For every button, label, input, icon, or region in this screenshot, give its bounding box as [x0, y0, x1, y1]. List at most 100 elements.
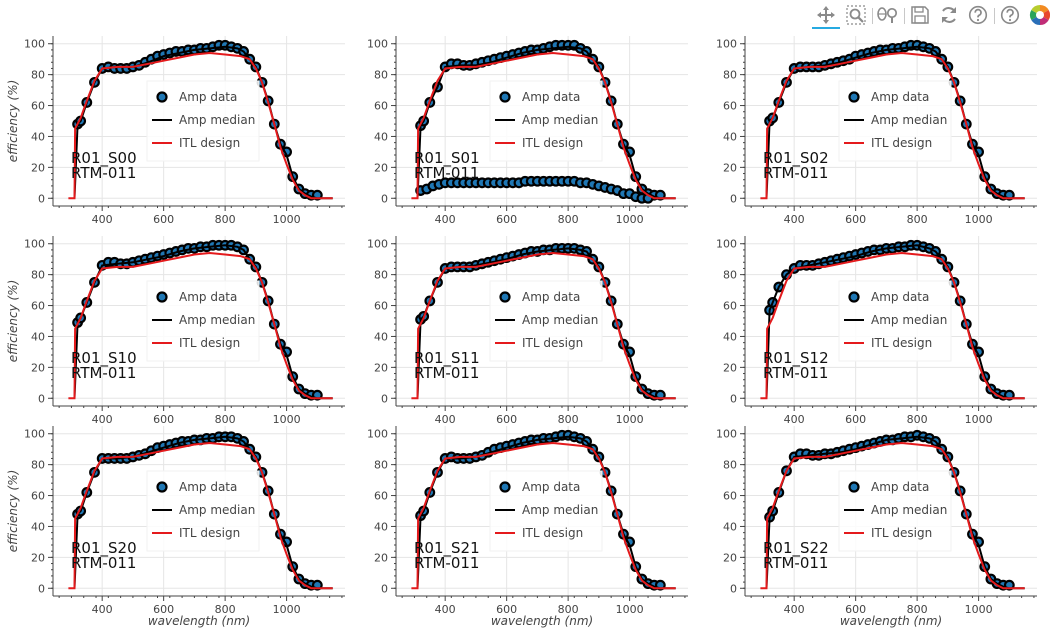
legend-label: Amp median — [522, 313, 598, 327]
x-tick-label: 800 — [558, 603, 579, 616]
panel-annotation: RTM-011 — [763, 554, 828, 572]
y-axis-title: efficiency (%) — [6, 80, 20, 163]
y-tick-label: 0 — [38, 192, 45, 205]
y-tick-label: 40 — [31, 130, 45, 143]
y-tick-label: 40 — [374, 330, 388, 343]
x-tick-label: 400 — [435, 603, 456, 616]
x-tick-label: 1000 — [616, 413, 644, 426]
legend-label: Amp median — [179, 113, 255, 127]
y-tick-label: 80 — [723, 69, 737, 82]
itl-design-line — [411, 251, 676, 400]
legend-label: Amp data — [871, 90, 929, 104]
x-tick-label: 1000 — [273, 213, 301, 226]
chart-panel-R01_S20: 400 600 800 1000 0 20 40 60 80 100 efficiency (%) w… — [6, 426, 345, 628]
x-tick-label: 400 — [435, 413, 456, 426]
y-tick-label: 0 — [730, 192, 737, 205]
y-tick-label: 40 — [723, 130, 737, 143]
y-tick-label: 100 — [367, 38, 388, 51]
y-tick-label: 0 — [730, 582, 737, 595]
itl-design-line — [411, 441, 676, 590]
x-tick-label: 600 — [845, 213, 866, 226]
y-tick-label: 80 — [374, 459, 388, 472]
y-tick-label: 100 — [716, 428, 737, 441]
x-tick-label: 800 — [215, 213, 236, 226]
help-tool[interactable] — [996, 2, 1024, 28]
x-tick-label: 1000 — [616, 213, 644, 226]
legend-label: ITL design — [522, 136, 583, 150]
panel-annotation: RTM-011 — [414, 164, 479, 182]
legend: Amp data Amp median ITL design — [146, 280, 260, 362]
legend-label: Amp data — [871, 290, 929, 304]
y-tick-label: 20 — [723, 161, 737, 174]
legend-label: Amp median — [179, 313, 255, 327]
x-tick-label: 800 — [907, 213, 928, 226]
x-tick-label: 400 — [784, 413, 805, 426]
hover-help-tool[interactable] — [964, 2, 992, 28]
y-tick-label: 100 — [367, 428, 388, 441]
y-tick-label: 60 — [31, 490, 45, 503]
y-tick-label: 20 — [31, 551, 45, 564]
x-tick-label: 600 — [845, 603, 866, 616]
amp-median-line — [765, 244, 1025, 400]
panel-annotation: RTM-011 — [414, 554, 479, 572]
y-tick-label: 100 — [367, 238, 388, 251]
y-tick-label: 0 — [38, 392, 45, 405]
bokeh-logo[interactable] — [1026, 2, 1050, 28]
move-cross-icon — [817, 5, 835, 24]
plot-toolbar — [808, 2, 1050, 30]
legend: Amp data Amp median ITL design — [489, 280, 603, 362]
legend-label: ITL design — [522, 526, 583, 540]
y-tick-label: 20 — [723, 361, 737, 374]
legend-label: Amp median — [522, 113, 598, 127]
x-tick-label: 400 — [784, 603, 805, 616]
x-tick-label: 400 — [435, 213, 456, 226]
chart-panel-R01_S21: 400 600 800 1000 0 20 40 60 80 100 wavelength (nm)… — [367, 426, 688, 628]
panel-annotation: R01_S21 — [414, 539, 480, 558]
x-axis-title: wavelength (nm) — [840, 614, 942, 628]
pan-tool[interactable] — [812, 2, 840, 29]
panel-annotation: R01_S22 — [763, 539, 829, 558]
legend-amp-data-swatch — [848, 91, 860, 103]
y-tick-label: 100 — [24, 238, 45, 251]
reset-tool[interactable] — [935, 2, 963, 28]
y-tick-label: 20 — [31, 361, 45, 374]
itl-design-line — [760, 251, 1025, 400]
y-tick-label: 20 — [374, 161, 388, 174]
x-axis-title: wavelength (nm) — [491, 614, 593, 628]
y-tick-label: 40 — [723, 330, 737, 343]
legend-amp-data-swatch — [156, 481, 168, 493]
legend-label: ITL design — [871, 336, 932, 350]
panel-annotation: RTM-011 — [763, 364, 828, 382]
y-tick-label: 60 — [374, 300, 388, 313]
y-tick-label: 0 — [381, 582, 388, 595]
x-tick-label: 600 — [496, 213, 517, 226]
legend-label: Amp median — [871, 113, 947, 127]
legend-label: Amp data — [522, 480, 580, 494]
x-tick-label: 1000 — [273, 413, 301, 426]
itl-design-line — [760, 441, 1025, 590]
legend-label: ITL design — [179, 526, 240, 540]
x-tick-label: 400 — [784, 213, 805, 226]
panel-annotation: RTM-011 — [71, 554, 136, 572]
x-tick-label: 800 — [558, 213, 579, 226]
x-tick-label: 1000 — [965, 213, 993, 226]
legend-amp-data-swatch — [499, 481, 511, 493]
y-tick-label: 80 — [31, 459, 45, 472]
x-tick-label: 800 — [907, 413, 928, 426]
box-zoom-tool[interactable] — [842, 2, 870, 28]
y-tick-label: 100 — [24, 428, 45, 441]
y-tick-label: 80 — [723, 459, 737, 472]
legend-label: ITL design — [871, 526, 932, 540]
x-tick-label: 1000 — [616, 603, 644, 616]
y-tick-label: 0 — [38, 582, 45, 595]
x-tick-label: 600 — [845, 413, 866, 426]
wheel-zoom-tool[interactable] — [874, 2, 902, 28]
legend-label: ITL design — [179, 136, 240, 150]
x-tick-label: 1000 — [965, 603, 993, 616]
legend: Amp data Amp median ITL design — [146, 80, 260, 162]
y-tick-label: 100 — [716, 38, 737, 51]
save-tool[interactable] — [906, 2, 934, 28]
itl-design-line — [760, 51, 1025, 200]
x-tick-label: 600 — [496, 413, 517, 426]
